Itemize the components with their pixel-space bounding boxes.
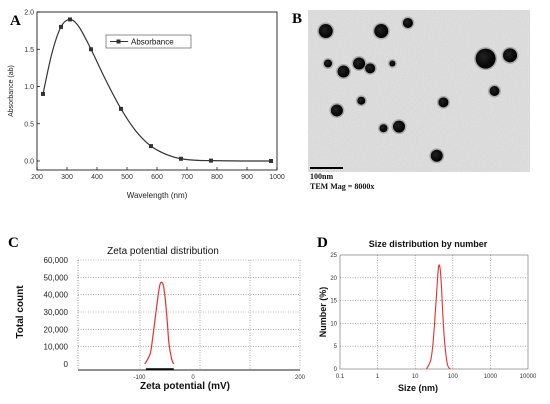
nanoparticle: [430, 149, 443, 162]
y-axis-label: Absorbance (ab): [8, 65, 15, 117]
absorbance-curve: [42, 18, 272, 162]
chart-title: Zeta potential distribution: [107, 246, 219, 257]
y-tick-label: 50,000: [44, 273, 69, 282]
y-tick-label: 30,000: [44, 308, 69, 317]
nanoparticle: [353, 57, 366, 70]
x-tick-label: -100: [133, 375, 146, 381]
size-distribution-curve: [426, 264, 451, 370]
x-tick-label: 100: [448, 374, 459, 380]
nanoparticle: [323, 59, 332, 68]
nanoparticle: [402, 17, 413, 28]
y-tick-label: 60,000: [44, 256, 69, 265]
panel-letter-a: A: [10, 13, 21, 29]
x-tick-label: 400: [91, 174, 103, 181]
y-tick-label: 0.0: [24, 159, 34, 166]
scale-bar-label: 100nm: [310, 172, 333, 181]
x-tick-label: 500: [121, 174, 133, 181]
nanoparticle: [318, 24, 333, 39]
nanoparticle: [374, 24, 389, 39]
x-tick-label: 600: [151, 174, 163, 181]
x-tick-label: 1: [376, 374, 380, 380]
y-tick-label: 20: [330, 276, 337, 282]
panel-letter-c: C: [8, 235, 19, 251]
x-tick-label: 800: [211, 174, 223, 181]
y-tick-label: 2.0: [24, 10, 34, 17]
nanoparticle: [337, 65, 350, 78]
y-tick-label: 10,000: [44, 343, 69, 352]
absorbance-chart: 200 300 400 500 600 700 800 900 1000 0.0 0.5 1.0 1.5…: [8, 10, 285, 201]
x-tick-label: 900: [241, 174, 253, 181]
x-tick-label: 200: [295, 375, 306, 381]
nanoparticle: [389, 60, 396, 67]
nanoparticle: [365, 63, 376, 74]
y-axis-label: Number (%): [318, 287, 328, 338]
data-point: [41, 91, 45, 96]
data-point: [269, 159, 273, 163]
data-point: [89, 47, 93, 52]
nanoparticle: [379, 124, 388, 133]
x-tick-label: 0: [191, 375, 195, 381]
x-tick-label: 10: [412, 374, 419, 380]
y-tick-label: 0: [64, 360, 69, 369]
x-tick-label: 300: [61, 174, 73, 181]
panel-letter-d: D: [317, 235, 328, 251]
x-tick-label: 0.1: [336, 374, 345, 380]
zeta-potential-chart: Zeta potential distribution 0 10,000 20,00…: [15, 246, 306, 392]
size-distribution-chart: Size distribution by number 0.1 1 10 100 100…: [318, 239, 537, 393]
x-axis-label: Zeta potential (mV): [140, 381, 230, 392]
x-tick-label: 700: [181, 174, 193, 181]
data-point: [68, 17, 72, 22]
nanoparticle: [475, 48, 496, 69]
nanoparticle: [393, 120, 406, 133]
nanoparticle: [330, 104, 343, 117]
y-tick-label: 20,000: [44, 325, 69, 334]
y-tick-label: 0: [334, 367, 338, 373]
x-axis-label: Size (nm): [398, 383, 438, 393]
data-point: [149, 144, 153, 149]
y-tick-label: 25: [330, 253, 337, 259]
data-point: [209, 158, 213, 163]
data-point: [119, 106, 123, 111]
y-tick-label: 1.5: [24, 47, 34, 54]
nanoparticle: [503, 48, 518, 63]
x-tick-label: 200: [31, 174, 43, 181]
y-tick-label: 40,000: [44, 291, 69, 300]
x-axis-label: Wavelength (nm): [127, 191, 188, 200]
y-tick-label: 15: [330, 299, 337, 305]
data-point: [179, 156, 183, 161]
y-axis-label: Total count: [15, 285, 26, 339]
y-tick-label: 10: [330, 321, 337, 327]
panel-letter-b: B: [292, 11, 302, 27]
y-tick-label: 0.5: [24, 121, 34, 128]
tem-micrograph: 100nm TEM Mag = 8000x: [308, 10, 530, 191]
nanoparticle: [489, 86, 500, 96]
legend-entry-absorbance: Absorbance: [131, 38, 174, 47]
tem-magnification: TEM Mag = 8000x: [310, 182, 374, 191]
nanoparticle: [357, 96, 366, 105]
zeta-distribution-curve: [144, 281, 175, 365]
nanoparticle: [438, 97, 449, 108]
x-tick-label: 1000: [269, 174, 285, 181]
y-tick-label: 1.0: [24, 84, 34, 91]
x-tick-label: 10000: [520, 374, 537, 380]
data-point: [59, 24, 63, 29]
x-tick-label: 1000: [484, 374, 498, 380]
legend: Absorbance: [105, 34, 192, 49]
chart-title: Size distribution by number: [369, 239, 488, 249]
y-tick-label: 5: [334, 344, 338, 350]
plot-frame: [339, 254, 529, 370]
